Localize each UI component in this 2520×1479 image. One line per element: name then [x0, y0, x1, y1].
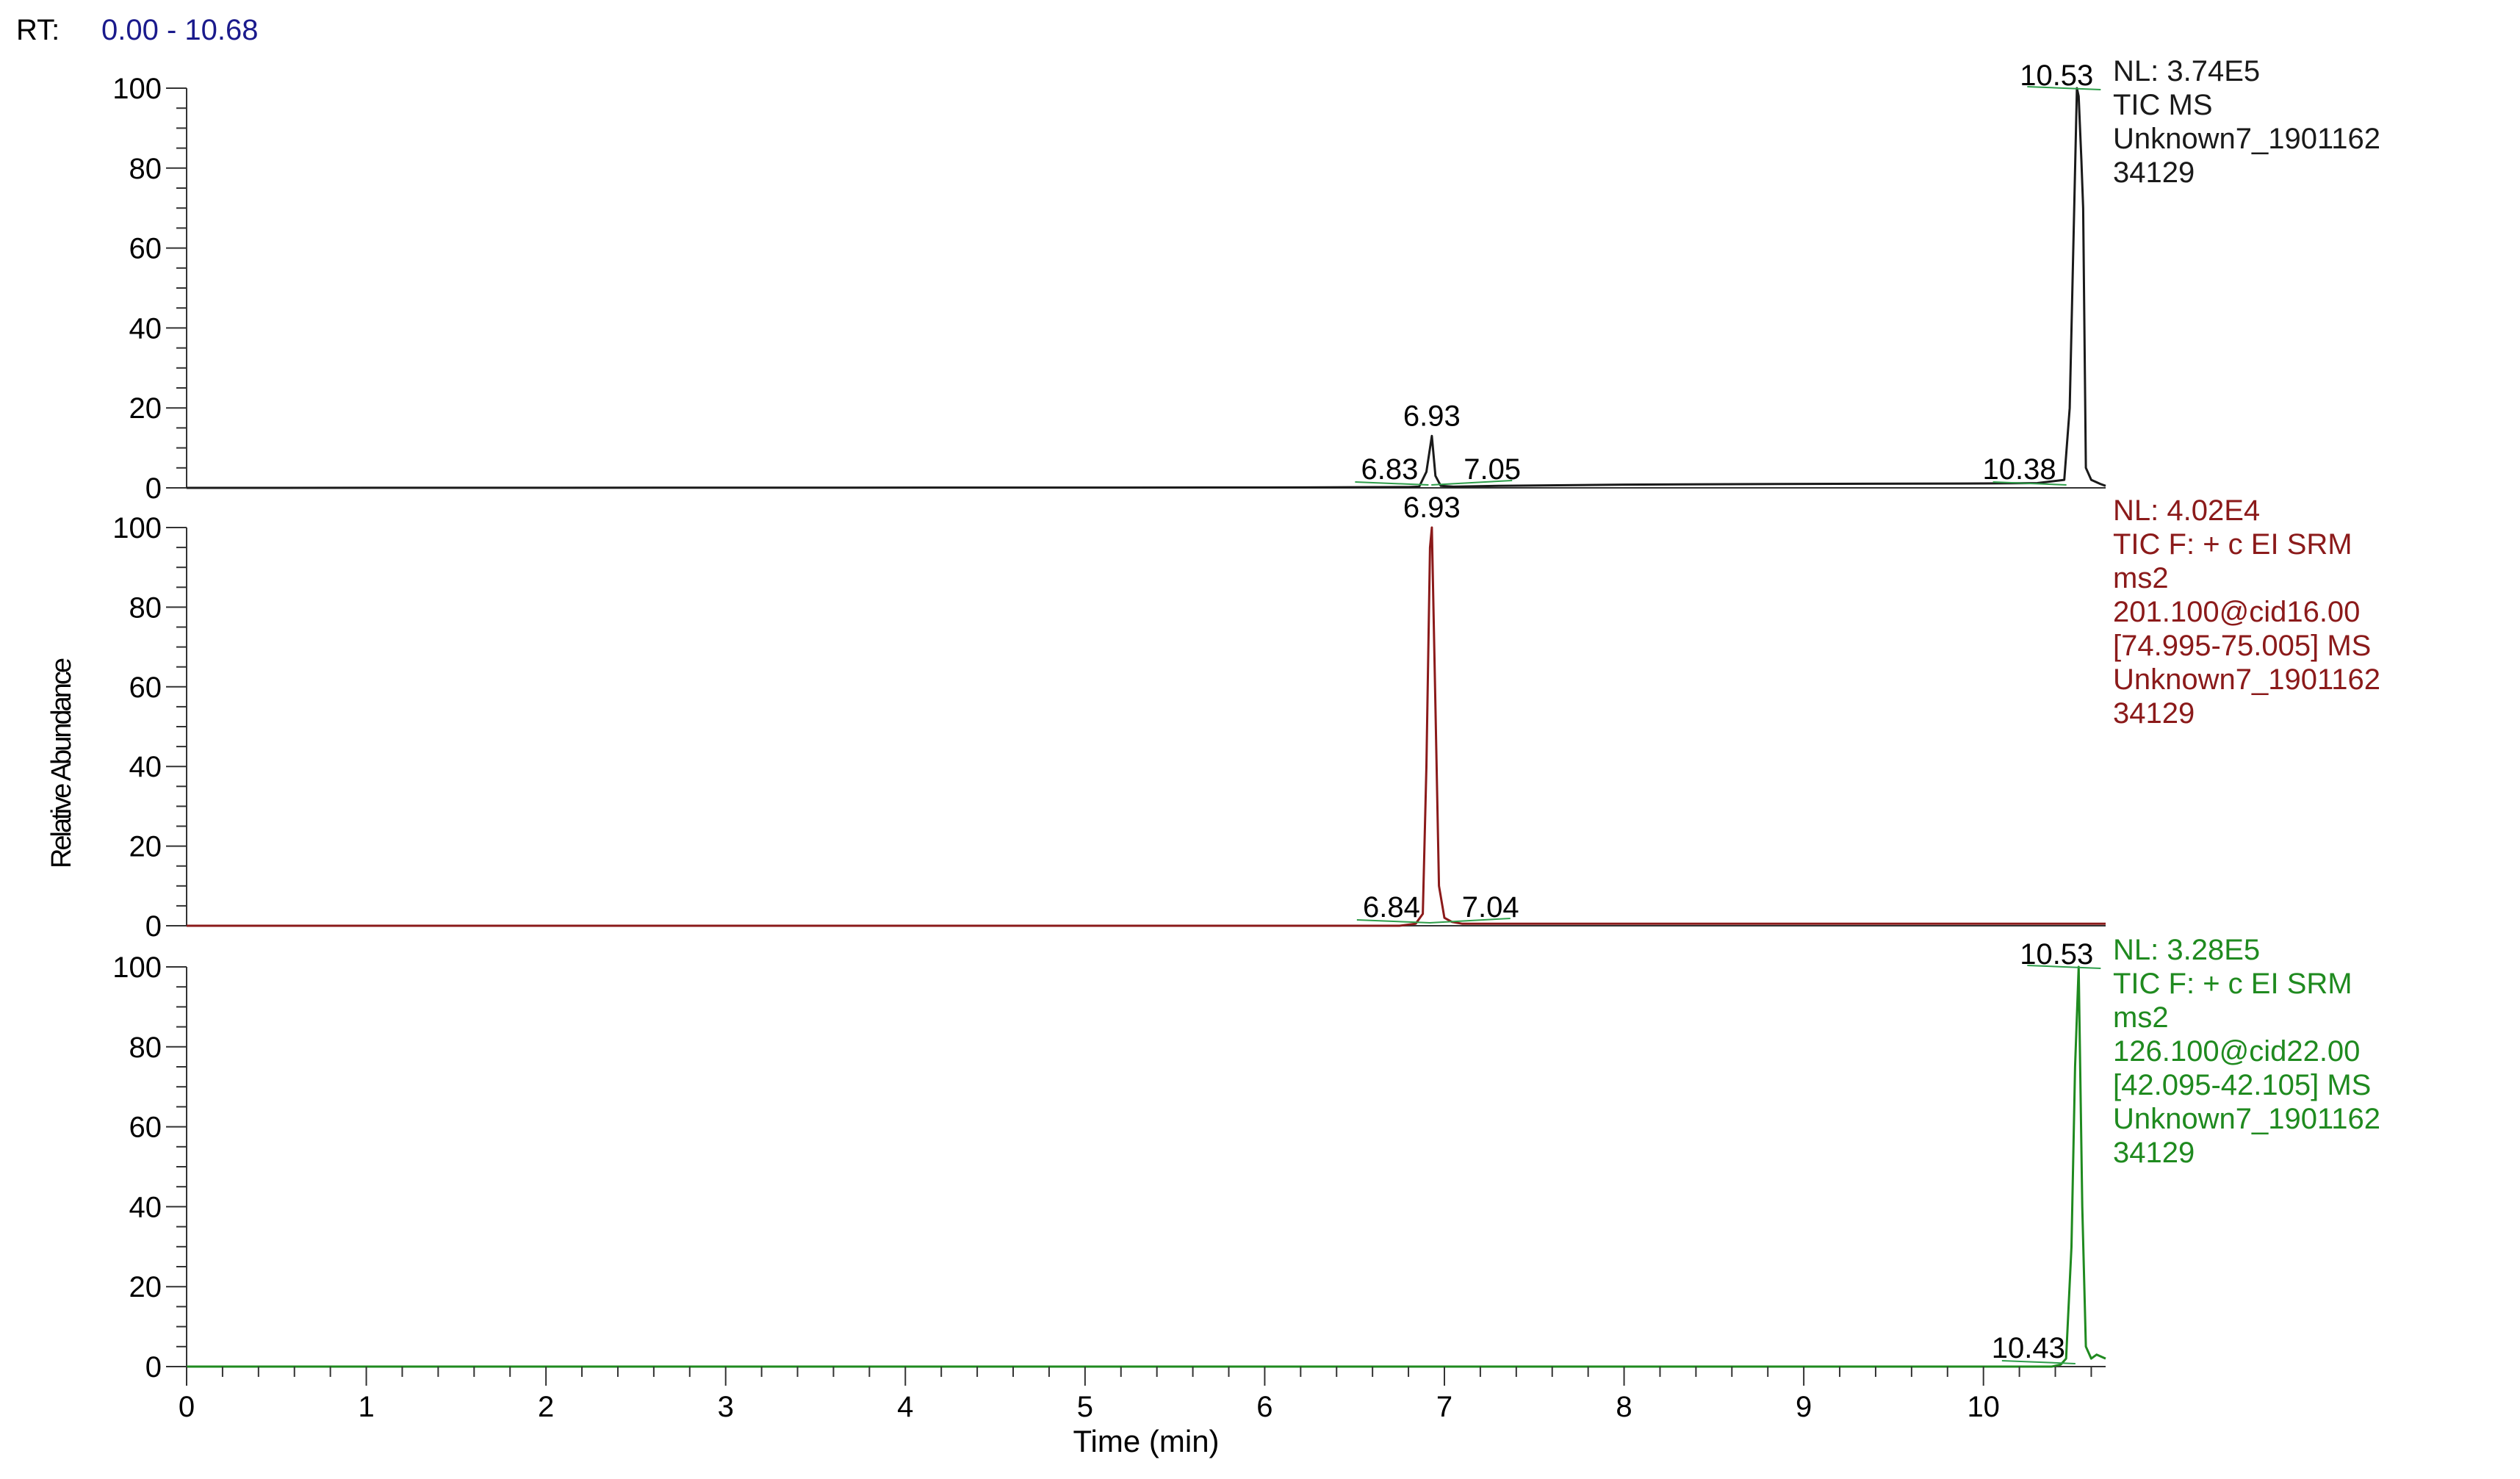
y-tick-label: 20 [129, 831, 162, 863]
x-tick-label: 5 [1077, 1391, 1093, 1423]
y-tick-label: 60 [129, 233, 162, 265]
trace-info-line: ms2 [2113, 562, 2169, 594]
trace-info-line: ms2 [2113, 1001, 2169, 1034]
trace-info-line: 34129 [2113, 156, 2195, 189]
x-tick-label: 2 [538, 1391, 554, 1423]
y-tick-label: 100 [112, 512, 162, 544]
peak-bound-marker [2027, 86, 2101, 90]
peak-bound-marker [1429, 918, 1511, 924]
peak-label: 6.83 [1361, 453, 1419, 486]
peak-label: 10.53 [2020, 60, 2093, 92]
peak-bound-marker [2027, 965, 2101, 969]
y-tick-label: 60 [129, 1112, 162, 1144]
trace-info-line: NL: 3.74E5 [2113, 55, 2260, 87]
x-tick-label: 0 [179, 1391, 195, 1423]
trace-info-line: TIC MS [2113, 89, 2213, 121]
trace-tic-srm-126 [187, 965, 2106, 1368]
x-tick-label: 1 [358, 1391, 374, 1423]
x-tick-label: 6 [1256, 1391, 1272, 1423]
trace-info-line: Unknown7_1901162 [2113, 123, 2380, 155]
peak-bound-marker [1356, 919, 1430, 924]
peak-label: 10.38 [1983, 453, 2056, 486]
y-tick-label: 0 [145, 910, 162, 943]
trace-info-line: Unknown7_1901162 [2113, 1103, 2380, 1135]
y-tick-label: 80 [129, 591, 162, 624]
y-tick-label: 40 [129, 1191, 162, 1223]
rt-label: RT: [16, 14, 60, 46]
peak-label: 7.05 [1464, 453, 1521, 486]
peak-bound-marker [1431, 480, 1513, 486]
trace-info-line: [42.095-42.105] MS [2113, 1069, 2371, 1101]
trace-info-line: 34129 [2113, 1137, 2195, 1169]
y-tick-label: 60 [129, 672, 162, 704]
peak-bound-marker [2001, 1360, 2076, 1364]
y-tick-label: 0 [145, 1351, 162, 1383]
x-tick-label: 10 [1967, 1391, 2000, 1423]
peak-bound-marker [1992, 481, 2067, 486]
trace-tic-srm-201 [187, 526, 2106, 927]
y-tick-label: 100 [112, 951, 162, 984]
x-tick-label: 3 [718, 1391, 734, 1423]
peak-label: 6.93 [1403, 400, 1461, 432]
x-tick-label: 4 [897, 1391, 913, 1423]
x-tick-label: 7 [1436, 1391, 1452, 1423]
trace-tic-ms [186, 87, 2106, 489]
trace-info-line: 34129 [2113, 697, 2195, 730]
trace-info-line: 201.100@cid16.00 [2113, 596, 2360, 628]
y-tick-label: 20 [129, 1271, 162, 1303]
y-tick-label: 40 [129, 751, 162, 783]
peak-label: 7.04 [1462, 891, 1519, 924]
y-tick-label: 0 [145, 472, 162, 505]
trace-info-line: TIC F: + c EI SRM [2113, 968, 2352, 1000]
peak-label: 6.84 [1363, 891, 1420, 924]
peak-label: 10.43 [1992, 1332, 2065, 1364]
x-axis-label: Time (min) [1073, 1424, 1219, 1458]
trace-info-line: Unknown7_1901162 [2113, 663, 2380, 696]
trace-info-line: NL: 3.28E5 [2113, 934, 2260, 966]
y-tick-label: 40 [129, 312, 162, 345]
y-tick-label: 80 [129, 1032, 162, 1064]
trace-info-line: [74.995-75.005] MS [2113, 630, 2371, 662]
y-tick-label: 20 [129, 392, 162, 425]
rt-range: 0.00 - 10.68 [101, 14, 259, 46]
y-tick-label: 100 [112, 73, 162, 105]
peak-label: 10.53 [2020, 938, 2093, 971]
trace-info-line: TIC F: + c EI SRM [2113, 528, 2352, 561]
trace-info-line: NL: 4.02E4 [2113, 494, 2260, 527]
peak-label: 6.93 [1403, 492, 1461, 524]
peak-bound-marker [1355, 481, 1429, 486]
x-tick-label: 8 [1616, 1391, 1632, 1423]
y-tick-label: 80 [129, 153, 162, 185]
x-tick-label: 9 [1796, 1391, 1812, 1423]
trace-info-line: 126.100@cid22.00 [2113, 1035, 2360, 1068]
y-axis-label: Relative Abundance [46, 658, 77, 868]
